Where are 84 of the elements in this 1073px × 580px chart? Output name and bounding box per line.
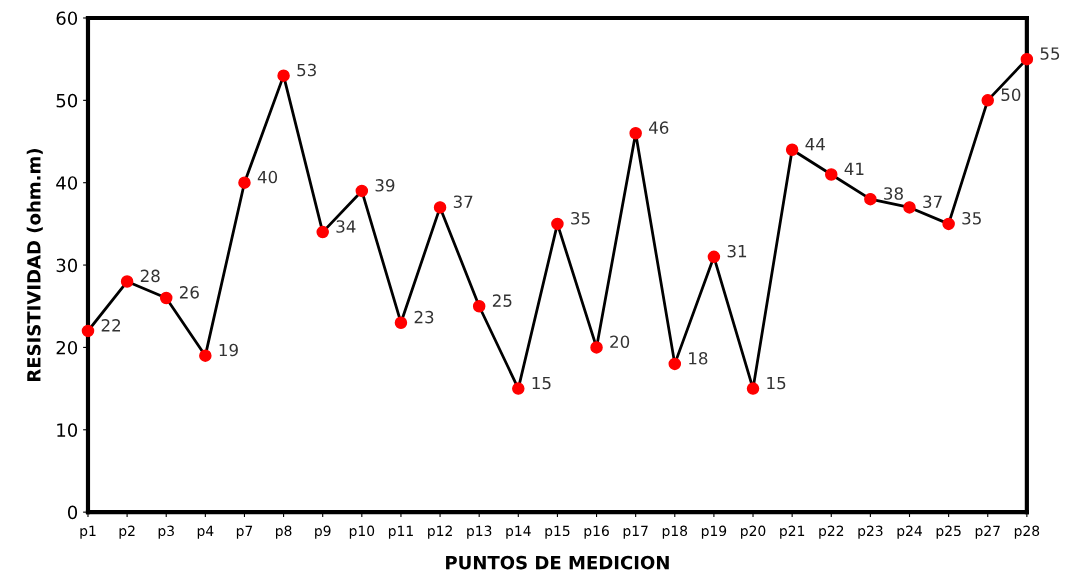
point (1020, 52, 1034, 66)
point (159, 291, 173, 305)
point (81, 324, 95, 338)
point (551, 217, 564, 231)
data-label: 39 (375, 179, 395, 192)
x-tick-label: p10 (349, 525, 375, 539)
data-label: 37 (923, 195, 942, 209)
x-tick-label: p27 (975, 525, 1000, 539)
x-tick-label: p7 (236, 525, 253, 539)
data-label: 38 (884, 187, 903, 200)
point (277, 69, 290, 82)
data-label: 15 (767, 376, 786, 390)
data-label: 46 (648, 121, 669, 134)
x-tick-label: p1 (80, 525, 96, 539)
point (746, 382, 760, 395)
data-label: 31 (727, 244, 747, 258)
point (394, 316, 408, 329)
data-label: 35 (962, 211, 981, 225)
point (433, 201, 447, 214)
point (629, 127, 642, 140)
x-tick-label: p25 (936, 525, 961, 539)
y-tick-label: 30 (56, 258, 78, 273)
x-tick-label: p21 (780, 525, 805, 539)
point (903, 201, 916, 214)
point (199, 349, 212, 362)
data-label: 40 (257, 170, 278, 184)
x-tick-label: p28 (1014, 525, 1040, 539)
point (590, 341, 603, 354)
y-axis-title: RESISTIVIDAD (ohm.m) (26, 149, 43, 381)
point (355, 184, 369, 198)
data-label: 20 (610, 335, 630, 349)
point (120, 275, 134, 288)
point (825, 168, 838, 181)
x-tick-label: p18 (662, 525, 688, 539)
point (668, 357, 682, 371)
data-label: 19 (219, 343, 238, 357)
x-tick-label: p8 (276, 525, 292, 539)
data-label: 15 (532, 376, 551, 390)
x-tick-label: p4 (197, 525, 214, 539)
x-tick-label: p13 (467, 525, 492, 539)
point (785, 143, 799, 157)
data-label: 55 (1040, 47, 1060, 60)
x-tick-label: p2 (119, 525, 135, 539)
data-label: 22 (101, 319, 121, 332)
x-tick-label: p14 (506, 525, 531, 539)
data-label: 23 (414, 310, 434, 324)
x-tick-label: p16 (584, 525, 609, 539)
point (864, 192, 877, 206)
data-label: 34 (336, 220, 356, 233)
x-tick-label: p11 (388, 525, 413, 539)
y-tick-label: 10 (57, 423, 78, 437)
data-label: 53 (297, 63, 316, 77)
y-tick-label: 0 (67, 505, 78, 520)
point (316, 225, 329, 239)
point (981, 94, 994, 107)
x-tick-label: p24 (897, 525, 922, 539)
y-tick-label: 60 (56, 11, 78, 26)
point (238, 176, 251, 189)
data-label: 25 (492, 294, 512, 307)
x-tick-label: p15 (545, 525, 570, 539)
data-label: 44 (805, 138, 825, 151)
data-label: 37 (453, 195, 473, 209)
x-tick-label: p9 (315, 525, 331, 539)
point (942, 217, 955, 231)
y-tick-label: 20 (56, 340, 78, 355)
x-tick-label: p20 (741, 525, 766, 539)
point (707, 250, 721, 264)
y-tick-label: 50 (56, 93, 78, 108)
data-label: 18 (689, 351, 708, 365)
x-tick-label: p3 (158, 525, 174, 539)
data-label: 41 (844, 162, 864, 175)
point (472, 299, 486, 313)
x-tick-label: p22 (819, 525, 844, 539)
data-label: 28 (140, 269, 160, 283)
y-tick-label: 40 (56, 176, 78, 190)
x-axis-title: PUNTOS DE MEDICION (446, 555, 669, 570)
x-tick-label: p12 (428, 525, 452, 539)
x-tick-label: p17 (623, 525, 648, 539)
data-label: 50 (1001, 88, 1021, 102)
data-label: 35 (571, 211, 590, 225)
data-label: 26 (179, 286, 199, 299)
x-tick-label: p19 (701, 525, 727, 539)
point (512, 382, 525, 395)
x-tick-label: p23 (858, 525, 883, 539)
